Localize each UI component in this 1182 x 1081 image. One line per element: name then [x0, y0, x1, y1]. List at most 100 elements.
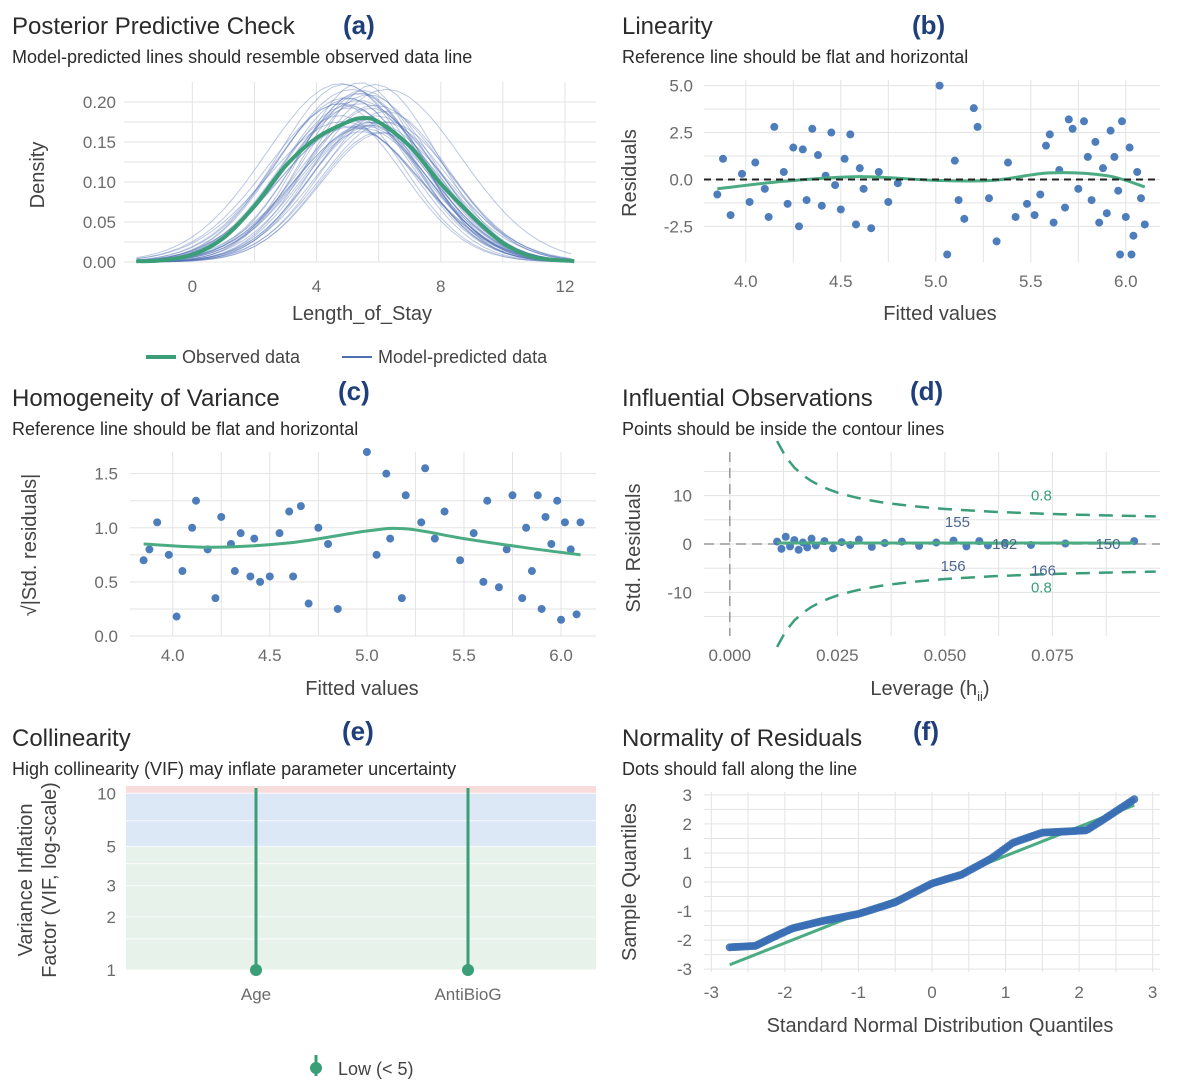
panel-a-title: Posterior Predictive Check [12, 13, 296, 40]
panel-c-point [362, 448, 371, 456]
panel-a-xlabel: Length_of_Stay [292, 303, 432, 325]
panel-c-point [178, 567, 187, 576]
panel-b-point [950, 156, 959, 165]
panel-a-predicted-line [136, 131, 572, 263]
panel-e-title: Collinearity [12, 725, 131, 752]
panel-f-ytick-label: 0 [683, 873, 692, 892]
panel-a-ticks: 0 4 8 12 0.00 0.05 0.10 0.15 0.20 [83, 93, 575, 296]
panel-a-tag: (a) [343, 10, 375, 40]
panel-a-predicted-line [136, 124, 572, 263]
panel-d-point [777, 544, 786, 553]
panel-b-point [855, 164, 864, 173]
panel-c-point [296, 502, 305, 511]
panel-c-point [456, 556, 465, 565]
panel-c-point [566, 545, 575, 554]
panel-a-observed-line [136, 115, 575, 264]
panel-c-point [557, 615, 566, 624]
panel-f-xtick-label: 1 [1001, 983, 1010, 1002]
panel-b-point [893, 179, 902, 188]
panel-a-xtick-label: 4 [312, 277, 321, 296]
panel-e-point-age [250, 964, 262, 976]
panel-b-point [1064, 115, 1073, 124]
panel-a: Posterior Predictive Check (a) Model-pre… [12, 10, 596, 367]
panel-b-point [1102, 209, 1111, 218]
panel-a-ylabel: Density [27, 142, 49, 209]
panel-a-ytick-label: 0.15 [83, 133, 116, 152]
panel-b-point [943, 250, 952, 259]
panel-a-subtitle: Model-predicted lines should resemble ob… [12, 47, 472, 67]
panel-c-point [324, 540, 333, 548]
panel-c-point [192, 496, 201, 505]
panel-b-point [783, 199, 792, 208]
panel-e-zone-low [126, 846, 596, 970]
panel-b-ticks: 4.0 4.5 5.0 5.5 6.0 -2.5 0.0 2.5 5.0 [664, 77, 1138, 291]
panel-c-point [479, 577, 488, 586]
legend-predicted-label: Model-predicted data [378, 347, 548, 367]
panel-c-point [275, 529, 284, 538]
panel-d-points [773, 532, 1139, 554]
panel-c-point [285, 507, 294, 516]
panel-a-xtick-label: 12 [555, 277, 574, 296]
panel-b-point [726, 211, 735, 220]
panel-b-point [874, 167, 883, 176]
panel-d-contour-line [776, 440, 1156, 518]
panel-b-point [1118, 117, 1126, 126]
panel-f-xtick-label: 0 [927, 983, 936, 1002]
panel-c-ticks: 4.0 4.5 5.0 5.5 6.0 0.0 0.5 1.0 1.5 [94, 465, 573, 665]
panel-c-xlabel: Fitted values [305, 678, 418, 700]
panel-e-zone-high [126, 786, 596, 794]
panel-d-ytick-label: 10 [673, 487, 692, 506]
panel-e-subtitle: High collinearity (VIF) may inflate para… [12, 759, 456, 779]
panel-e-grid [126, 786, 596, 971]
panel-b-point [1083, 152, 1092, 161]
panel-a-predicted-line [136, 122, 572, 263]
panel-c-point [547, 540, 556, 548]
panel-f-xtick-label: 2 [1074, 983, 1083, 1002]
panel-c-point [333, 604, 342, 613]
panel-a-predicted-line [136, 107, 572, 263]
panel-c-point [397, 594, 406, 603]
panel-b-point [1036, 190, 1045, 199]
panel-c-point [265, 572, 274, 581]
panel-b-ytick-label: -2.5 [664, 217, 693, 236]
panel-f-tag: (f) [913, 716, 939, 746]
panel-f-xtick-label: -3 [704, 983, 719, 1002]
panel-b-point [1087, 196, 1096, 205]
panel-d-point [829, 544, 838, 553]
panel-b-point [992, 237, 1001, 246]
panel-b-xlabel: Fitted values [883, 303, 996, 325]
panel-b-point [795, 222, 803, 231]
panel-b-point [798, 145, 807, 154]
panel-c-point [256, 577, 265, 586]
panel-b-point [867, 224, 876, 233]
panel-e-ytick-label: 3 [107, 877, 116, 896]
panel-d-point [807, 534, 816, 543]
panel-a-ytick-label: 0.00 [83, 253, 116, 272]
panel-b-title: Linearity [622, 13, 713, 40]
panel-e-xtick-label: AntiBioG [434, 985, 501, 1004]
panel-a-predicted-line [136, 83, 572, 263]
panel-c-point [518, 594, 527, 603]
panel-b-point [770, 122, 779, 131]
panel-c-point [537, 604, 546, 613]
panel-b-point [1116, 250, 1125, 259]
panel-c-point [494, 583, 503, 592]
panel-e-point-antibiog [462, 964, 474, 976]
panel-e-ylabel-line2: Factor (VIF, log-scale) [39, 782, 61, 978]
panel-b-point [1091, 137, 1100, 146]
panel-e-xtick-label: Age [241, 985, 271, 1004]
panel-c-point [230, 567, 239, 576]
panel-c-subtitle: Reference line should be flat and horizo… [12, 419, 358, 439]
panel-b-point [1129, 231, 1138, 240]
panel-b-point [1045, 130, 1054, 139]
panel-f-xtick-label: -2 [777, 983, 792, 1002]
panel-d-point-label: 162 [992, 536, 1017, 553]
panel-c-point [430, 534, 439, 543]
panel-b-point [1074, 184, 1083, 193]
panel-e-zones [126, 786, 596, 970]
panel-f-ytick-label: -2 [677, 931, 692, 950]
panel-b-point [1068, 124, 1077, 133]
panel-a-predicted-line [136, 115, 572, 263]
panel-a-predicted-line [136, 121, 572, 263]
panel-d-contour-lines: 0.8 0.8 [776, 440, 1156, 648]
